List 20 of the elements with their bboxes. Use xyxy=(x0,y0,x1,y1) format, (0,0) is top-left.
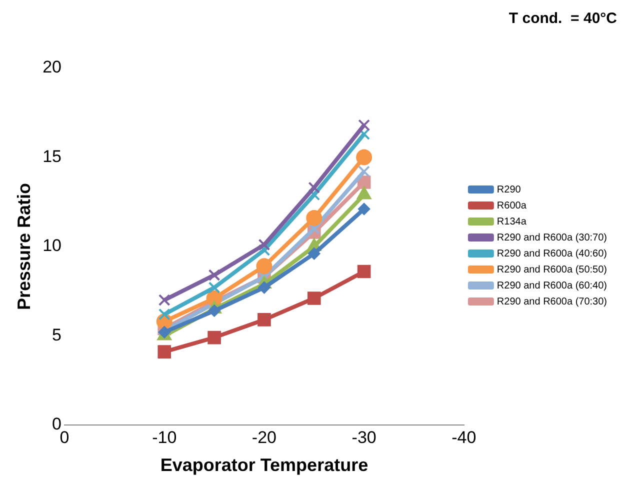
legend-label: R290 and R600a (30:70) xyxy=(496,232,607,244)
legend-label: R290 and R600a (50:50) xyxy=(496,264,607,276)
x-tick-label: -40 xyxy=(452,428,476,447)
y-tick-label: 15 xyxy=(42,146,62,166)
legend-label: R600a xyxy=(496,200,527,212)
x-tick-label: -30 xyxy=(352,428,376,447)
y-axis-title: Pressure Ratio xyxy=(14,182,34,310)
legend-label: R290 and R600a (40:60) xyxy=(496,248,607,260)
legend-label: R290 and R600a (60:40) xyxy=(496,280,607,292)
y-tick-label: 20 xyxy=(42,58,62,77)
legend-label: R134a xyxy=(496,216,527,228)
x-tick-label: -20 xyxy=(252,428,277,447)
x-axis-title: Evaporator Temperature xyxy=(160,455,368,476)
x-tick-label: -10 xyxy=(152,428,177,447)
legend-label: R290 xyxy=(496,184,522,196)
y-tick-label: 10 xyxy=(42,236,62,256)
legend-label: R290 and R600a (70:30) xyxy=(496,296,607,308)
text: T cond. = 40°C xyxy=(508,10,618,28)
y-tick-label: 0 xyxy=(52,414,62,434)
y-tick-label: 5 xyxy=(52,325,62,344)
